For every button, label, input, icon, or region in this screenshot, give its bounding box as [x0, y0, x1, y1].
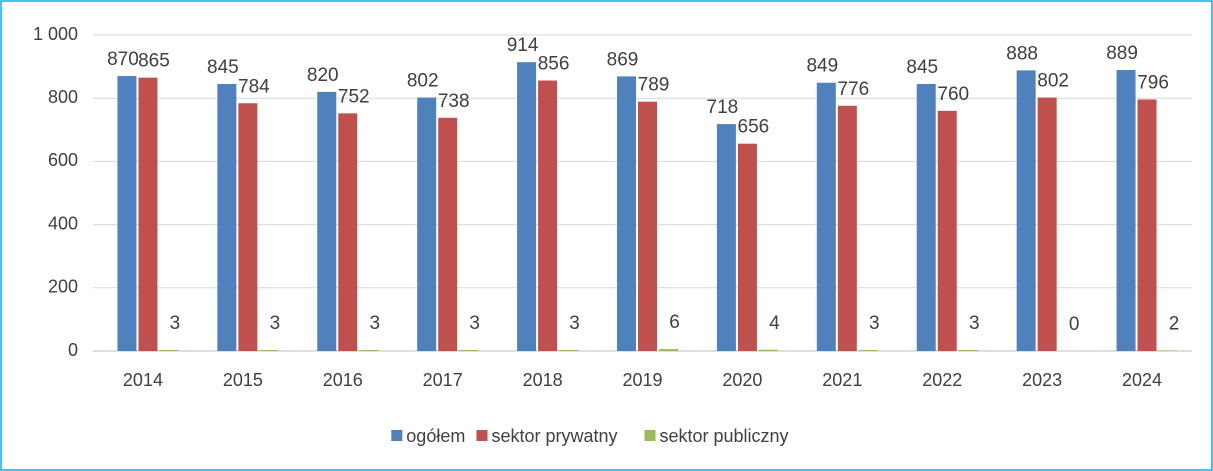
bar — [716, 124, 736, 351]
bar — [958, 350, 978, 351]
data-label: 6 — [669, 312, 680, 333]
data-label: 889 — [1106, 43, 1138, 64]
bar — [1116, 70, 1136, 352]
x-tick-label: 2021 — [822, 370, 862, 390]
bar — [217, 83, 237, 351]
legend-label: sektor publiczny — [660, 426, 789, 446]
data-label: 865 — [138, 51, 170, 72]
y-tick-label: 400 — [48, 213, 78, 233]
bar — [837, 105, 857, 351]
bar — [916, 83, 936, 351]
data-label: 738 — [438, 91, 470, 112]
legend-label: ogółem — [406, 426, 465, 446]
bar — [138, 77, 158, 351]
data-label: 3 — [569, 313, 580, 334]
data-label: 784 — [238, 76, 270, 97]
y-tick-label: 200 — [48, 277, 78, 297]
data-label: 3 — [170, 313, 181, 334]
x-tick-label: 2024 — [1122, 370, 1162, 390]
data-label: 3 — [369, 313, 380, 334]
data-label: 3 — [270, 313, 281, 334]
bar — [259, 350, 279, 351]
data-label: 3 — [969, 313, 980, 334]
bar — [359, 350, 379, 351]
legend: ogółem sektor prywatny sektor publiczny — [391, 426, 789, 446]
data-label: 888 — [1006, 43, 1038, 64]
x-tick-label: 2020 — [722, 370, 762, 390]
bar — [438, 117, 458, 352]
bar — [517, 62, 537, 352]
bar — [659, 349, 678, 351]
bar — [559, 350, 579, 351]
data-label: 3 — [469, 313, 480, 334]
x-tick-label: 2015 — [223, 370, 263, 390]
bar — [816, 82, 836, 351]
legend-label: sektor prywatny — [492, 426, 618, 446]
y-tick-label: 0 — [68, 340, 78, 360]
data-label: 845 — [207, 57, 239, 78]
bar — [758, 349, 778, 351]
bar — [617, 76, 636, 352]
x-tick-label: 2016 — [323, 370, 363, 390]
bar — [238, 103, 258, 351]
data-label: 802 — [1037, 71, 1069, 92]
bar — [1158, 350, 1178, 351]
legend-swatch — [644, 430, 656, 441]
x-tick-label: 2014 — [123, 370, 163, 390]
data-label: 776 — [837, 79, 869, 100]
bar — [937, 110, 957, 351]
data-label: 752 — [338, 86, 370, 107]
data-label: 856 — [538, 54, 570, 75]
data-label: 849 — [806, 56, 838, 77]
x-tick-label: 2019 — [622, 370, 662, 390]
data-label: 789 — [638, 75, 670, 96]
data-label: 656 — [738, 117, 770, 138]
data-label: 914 — [507, 35, 539, 56]
y-tick-label: 1 000 — [33, 24, 78, 44]
legend-swatch — [476, 430, 488, 441]
x-tick-label: 2023 — [1022, 370, 1062, 390]
data-label: 820 — [307, 65, 339, 86]
data-label: 760 — [937, 84, 969, 105]
bar — [1016, 70, 1036, 351]
data-label: 869 — [607, 49, 639, 70]
x-tick-label: 2018 — [523, 370, 563, 390]
data-label: 796 — [1137, 72, 1169, 93]
data-label: 718 — [707, 97, 739, 118]
bar — [1037, 97, 1057, 352]
data-label: 845 — [906, 57, 938, 78]
bar — [338, 113, 358, 351]
y-tick-label: 800 — [48, 87, 78, 107]
bar — [1137, 99, 1157, 352]
data-label: 0 — [1069, 314, 1080, 335]
data-label: 870 — [107, 49, 139, 70]
legend-swatch — [391, 430, 403, 441]
data-label: 4 — [769, 313, 780, 334]
bar — [638, 101, 657, 352]
data-label: 802 — [407, 71, 439, 92]
x-tick-label: 2022 — [922, 370, 962, 390]
y-tick-label: 600 — [48, 150, 78, 170]
bar — [159, 350, 179, 351]
data-label: 2 — [1169, 313, 1180, 334]
data-label: 3 — [869, 313, 880, 334]
x-tick-label: 2017 — [423, 370, 463, 390]
bar — [417, 97, 437, 352]
bar — [117, 76, 137, 351]
bar — [459, 350, 479, 351]
bar — [737, 143, 757, 351]
bar — [317, 91, 337, 351]
bar — [858, 350, 878, 351]
bar — [538, 80, 558, 351]
